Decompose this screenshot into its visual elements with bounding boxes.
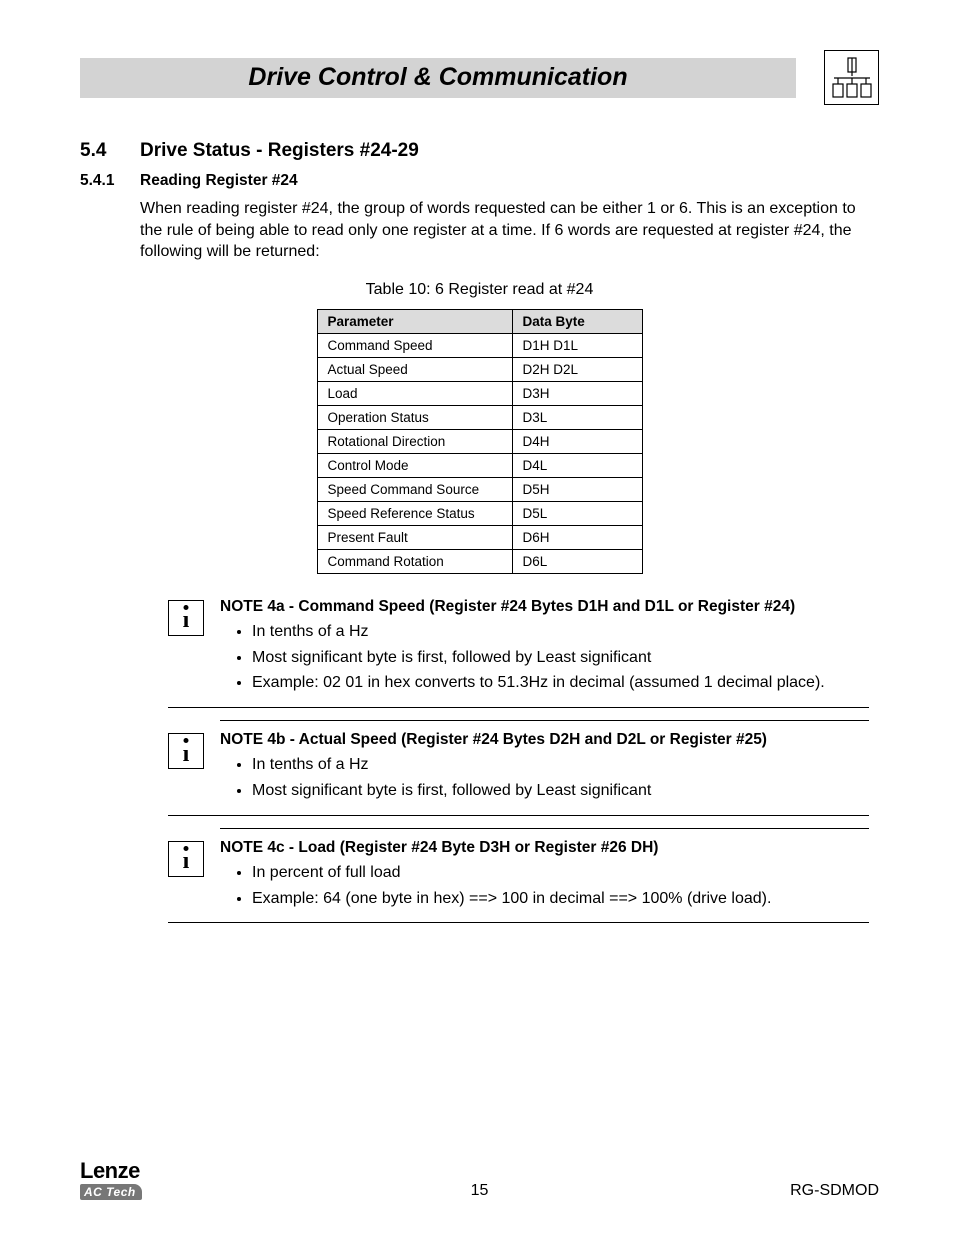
note-item: Most significant byte is first, followed…	[252, 648, 869, 669]
cell-byte: D6L	[512, 549, 642, 573]
subsection-heading: 5.4.1 Reading Register #24	[80, 172, 879, 190]
cell-param: Rotational Direction	[317, 429, 512, 453]
note-content: NOTE 4a - Command Speed (Register #24 By…	[220, 598, 869, 699]
note-content: NOTE 4b - Actual Speed (Register #24 Byt…	[220, 731, 869, 807]
cell-byte: D4L	[512, 453, 642, 477]
section-heading: 5.4 Drive Status - Registers #24-29	[80, 140, 879, 162]
cell-param: Command Speed	[317, 333, 512, 357]
table-row: Speed Command SourceD5H	[317, 477, 642, 501]
cell-byte: D6H	[512, 525, 642, 549]
table-row: Command RotationD6L	[317, 549, 642, 573]
cell-param: Operation Status	[317, 405, 512, 429]
info-icon: ı	[168, 841, 204, 877]
info-icon: ı	[168, 600, 204, 636]
footer-logo: Lenze AC Tech	[80, 1158, 142, 1200]
note-4b: ı NOTE 4b - Actual Speed (Register #24 B…	[168, 731, 869, 816]
cell-param: Speed Command Source	[317, 477, 512, 501]
cell-byte: D1H D1L	[512, 333, 642, 357]
note-icon-cell: ı	[168, 731, 220, 807]
note-icon-cell: ı	[168, 839, 220, 915]
logo-lenze: Lenze	[80, 1158, 140, 1184]
note-title: NOTE 4a - Command Speed (Register #24 By…	[220, 598, 869, 616]
header-device-icon	[824, 50, 879, 105]
page-header: Drive Control & Communication	[80, 50, 879, 105]
note-item: In tenths of a Hz	[252, 755, 869, 776]
section-title: Drive Status - Registers #24-29	[140, 140, 419, 162]
page-number: 15	[471, 1182, 489, 1200]
note-list: In percent of full load Example: 64 (one…	[220, 863, 869, 910]
cell-byte: D3L	[512, 405, 642, 429]
note-item: In percent of full load	[252, 863, 869, 884]
note-divider	[220, 720, 869, 721]
table-caption: Table 10: 6 Register read at #24	[80, 281, 879, 299]
header-title-bar: Drive Control & Communication	[80, 58, 796, 98]
cell-param: Load	[317, 381, 512, 405]
cell-byte: D2H D2L	[512, 357, 642, 381]
note-list: In tenths of a Hz Most significant byte …	[220, 755, 869, 802]
note-list: In tenths of a Hz Most significant byte …	[220, 622, 869, 694]
table-header-row: Parameter Data Byte	[317, 309, 642, 333]
info-icon: ı	[168, 733, 204, 769]
section-number: 5.4	[80, 140, 140, 162]
note-4c: ı NOTE 4c - Load (Register #24 Byte D3H …	[168, 839, 869, 924]
doc-code: RG-SDMOD	[790, 1182, 879, 1200]
cell-byte: D5L	[512, 501, 642, 525]
cell-param: Control Mode	[317, 453, 512, 477]
table-row: Operation StatusD3L	[317, 405, 642, 429]
page-footer: Lenze AC Tech 15 RG-SDMOD	[80, 1158, 879, 1200]
note-item: Example: 64 (one byte in hex) ==> 100 in…	[252, 889, 869, 910]
cell-byte: D3H	[512, 381, 642, 405]
cell-param: Speed Reference Status	[317, 501, 512, 525]
note-content: NOTE 4c - Load (Register #24 Byte D3H or…	[220, 839, 869, 915]
cell-param: Actual Speed	[317, 357, 512, 381]
subsection-number: 5.4.1	[80, 172, 140, 190]
note-item: Example: 02 01 in hex converts to 51.3Hz…	[252, 673, 869, 694]
cell-byte: D5H	[512, 477, 642, 501]
table-row: Rotational DirectionD4H	[317, 429, 642, 453]
table-row: Command SpeedD1H D1L	[317, 333, 642, 357]
table-row: Actual SpeedD2H D2L	[317, 357, 642, 381]
note-title: NOTE 4c - Load (Register #24 Byte D3H or…	[220, 839, 869, 857]
header-title: Drive Control & Communication	[248, 63, 627, 92]
register-table: Parameter Data Byte Command SpeedD1H D1L…	[317, 309, 643, 574]
subsection-title: Reading Register #24	[140, 172, 298, 190]
table-row: Present FaultD6H	[317, 525, 642, 549]
table-col-parameter: Parameter	[317, 309, 512, 333]
note-icon-cell: ı	[168, 598, 220, 699]
note-divider	[220, 828, 869, 829]
table-row: Control ModeD4L	[317, 453, 642, 477]
note-item: Most significant byte is first, followed…	[252, 781, 869, 802]
cell-param: Present Fault	[317, 525, 512, 549]
table-row: LoadD3H	[317, 381, 642, 405]
drive-icon	[830, 56, 874, 100]
table-col-databyte: Data Byte	[512, 309, 642, 333]
cell-param: Command Rotation	[317, 549, 512, 573]
note-title: NOTE 4b - Actual Speed (Register #24 Byt…	[220, 731, 869, 749]
note-item: In tenths of a Hz	[252, 622, 869, 643]
logo-actech: AC Tech	[80, 1184, 142, 1200]
intro-paragraph: When reading register #24, the group of …	[140, 198, 879, 263]
cell-byte: D4H	[512, 429, 642, 453]
table-row: Speed Reference StatusD5L	[317, 501, 642, 525]
note-4a: ı NOTE 4a - Command Speed (Register #24 …	[168, 598, 869, 708]
